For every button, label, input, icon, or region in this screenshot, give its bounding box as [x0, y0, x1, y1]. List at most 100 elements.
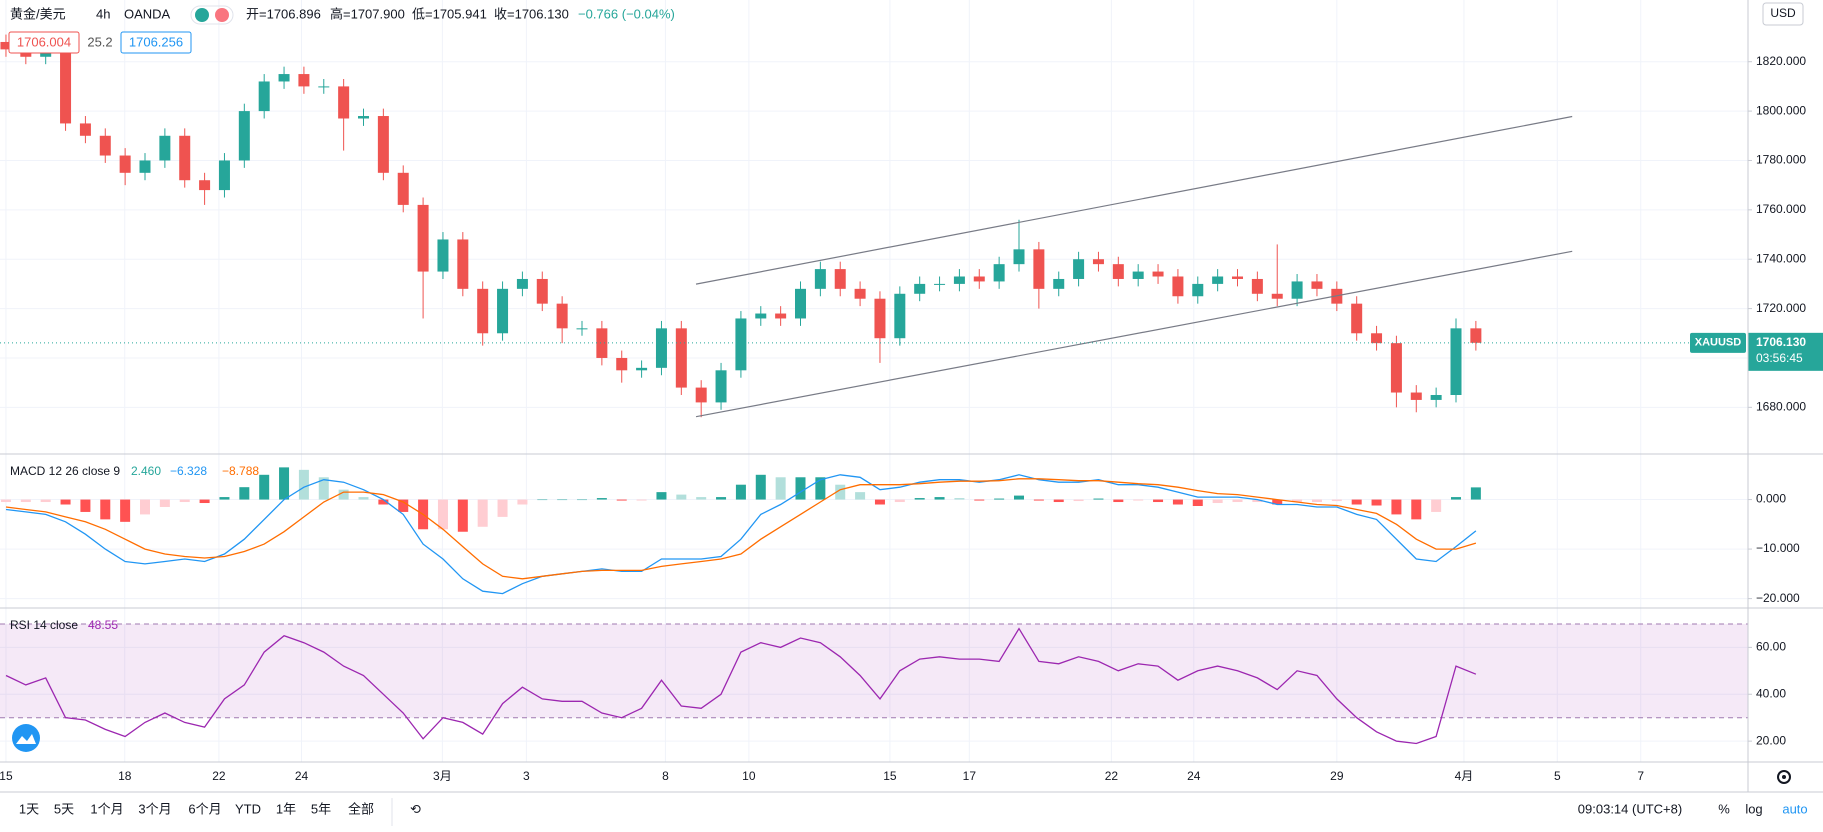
logo[interactable] — [12, 724, 40, 752]
candle-body — [258, 81, 270, 112]
macd-histogram-bar — [20, 499, 31, 503]
candle-body — [1390, 343, 1402, 393]
macd-histogram-bar — [298, 469, 309, 500]
macd-histogram-bar — [259, 474, 270, 500]
candle-body — [0, 41, 12, 50]
range-button[interactable]: 6个月 — [188, 801, 221, 816]
status-icon[interactable] — [215, 8, 229, 22]
candle-body — [556, 303, 568, 329]
candle-body — [914, 283, 926, 294]
x-tick-label: 22 — [1105, 769, 1119, 783]
candle-body — [536, 278, 548, 304]
candle-body — [1470, 328, 1482, 343]
range-button[interactable]: 3个月 — [138, 801, 171, 816]
candle-body — [834, 269, 846, 289]
candle-body — [1073, 259, 1085, 279]
exchange: OANDA — [124, 6, 171, 21]
candle-body — [1132, 271, 1144, 279]
range-button[interactable]: 5天 — [54, 801, 74, 816]
candle-body — [1251, 278, 1263, 294]
range-button[interactable]: YTD — [235, 801, 261, 816]
macd-histogram-bar — [1311, 499, 1322, 503]
macd-histogram-bar — [140, 499, 151, 515]
candle-body — [1410, 392, 1422, 400]
range-button[interactable]: 1个月 — [90, 801, 123, 816]
candle-body — [1351, 303, 1363, 334]
macd-histogram-bar — [1272, 499, 1283, 505]
macd-histogram-bar — [1371, 499, 1382, 506]
marks-layer: 151822243月381015172224294月571680.0001700… — [0, 34, 1823, 783]
candle-body — [874, 298, 886, 339]
y-tick-label: 40.00 — [1756, 686, 1786, 700]
macd-histogram-bar — [1113, 499, 1124, 503]
macd-histogram-bar — [1391, 499, 1402, 515]
x-tick-label: 10 — [742, 769, 756, 783]
macd-histogram-bar — [616, 499, 627, 501]
macd-histogram-bar — [914, 498, 925, 500]
y-tick-label: 0.000 — [1756, 492, 1786, 506]
currency-box[interactable] — [1762, 2, 1804, 26]
candle-body — [755, 313, 767, 319]
range-button[interactable]: 1天 — [19, 801, 39, 816]
candle-body — [60, 46, 72, 124]
macd-histogram-bar — [457, 499, 468, 532]
macd-histogram-bar — [1431, 499, 1442, 512]
status-pill[interactable] — [190, 5, 234, 25]
macd-histogram-bar — [696, 497, 707, 500]
candle-body — [1033, 249, 1045, 289]
candle-body — [477, 288, 489, 334]
candle-body — [775, 313, 787, 319]
macd-histogram-bar — [557, 499, 568, 501]
range-button[interactable]: 全部 — [348, 801, 374, 816]
macd-histogram-bar — [577, 499, 588, 501]
candle-body — [934, 283, 946, 285]
scale-option[interactable]: auto — [1782, 801, 1807, 816]
ask-box[interactable] — [120, 31, 192, 54]
candle-body — [1450, 328, 1462, 395]
macd-histogram-bar — [40, 499, 51, 503]
settings-icon[interactable] — [1777, 770, 1791, 784]
spread: 25.2 — [87, 34, 112, 49]
symbol-tag-label: XAUUSD — [1695, 337, 1742, 349]
y-tick-label: 1760.000 — [1756, 202, 1806, 216]
macd-histogram-bar — [179, 499, 190, 503]
candle-body — [854, 288, 866, 299]
status-icon[interactable] — [195, 8, 209, 22]
candle-body — [1092, 259, 1104, 265]
candle-body — [437, 239, 449, 272]
x-tick-label: 4月 — [1455, 769, 1474, 783]
macd-histogram-bar — [994, 498, 1005, 500]
toolbar: 1天 5天 1个月 3个月 6个月 YTD 1年 5年 全部 09:03:14 (UTC+8)% l… — [19, 801, 1808, 816]
range-button[interactable]: 5年 — [311, 801, 331, 816]
x-tick-label: 8 — [662, 769, 669, 783]
macd-histogram-bar — [1212, 499, 1223, 504]
macd-histogram-bar — [1451, 497, 1462, 500]
macd-histogram-bar — [1411, 499, 1422, 520]
scale-option[interactable]: % — [1718, 801, 1730, 816]
candle-body — [1371, 333, 1383, 344]
macd-histogram-bar — [159, 499, 170, 507]
candle-body — [1232, 276, 1244, 279]
macd-histogram-bar — [497, 499, 508, 517]
candle-body — [735, 318, 747, 371]
range-button[interactable]: 1年 — [276, 801, 296, 816]
macd-histogram-bar — [855, 492, 866, 500]
macd-histogram-bar — [636, 499, 647, 501]
macd-histogram-bar — [1033, 499, 1044, 501]
macd-histogram-bar — [1133, 499, 1144, 501]
ohlc-high: 高=1707.900 — [330, 6, 405, 21]
compare-icon[interactable]: ⟲ — [410, 801, 421, 816]
macd-signal-label: −8.788 — [222, 464, 259, 478]
bid-box[interactable] — [8, 31, 80, 54]
macd-histogram-bar — [1331, 499, 1342, 502]
candle-body — [159, 135, 171, 161]
y-tick-label: −20.000 — [1756, 591, 1800, 605]
candle-body — [358, 116, 370, 119]
macd-histogram-bar — [1192, 499, 1203, 506]
macd-histogram-bar — [537, 499, 548, 501]
rsi-title: RSI 14 close — [10, 618, 78, 632]
scale-option[interactable]: log — [1745, 801, 1762, 816]
x-tick-label: 5 — [1554, 769, 1561, 783]
